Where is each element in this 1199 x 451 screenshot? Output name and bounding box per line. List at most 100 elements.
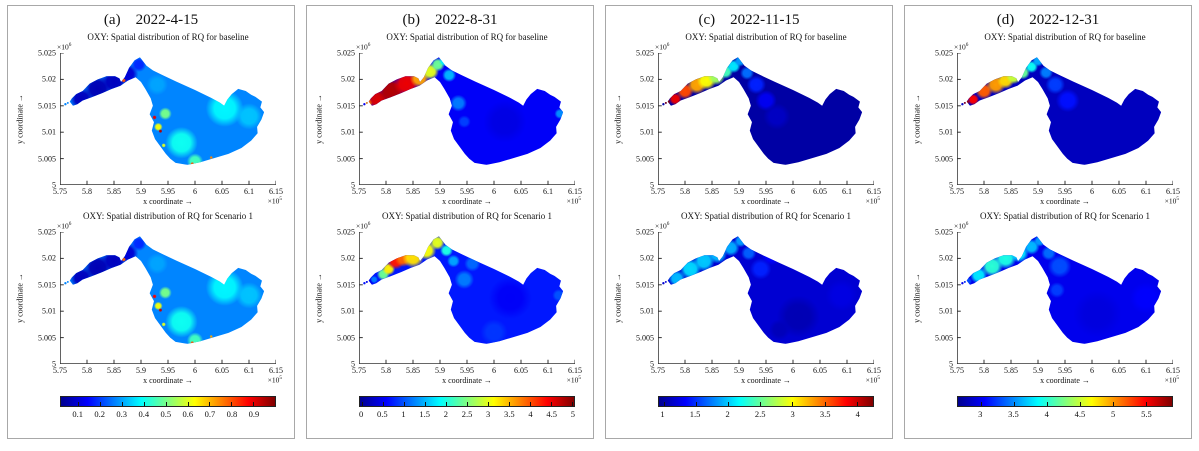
plot-area: ×106 5.025 5.02 5.015 5.01 5.005 5 y coordinate… — [16, 221, 284, 385]
x-tick-label: 6 — [791, 366, 795, 375]
x-axis-label: x coordinate → — [1040, 197, 1090, 206]
colorbar-tick-label: 5 — [1111, 409, 1116, 419]
y-tick-label: 5.005 — [935, 154, 953, 164]
x-tick-label: 5.75 — [950, 187, 964, 196]
colorbar-tick-label: 0.8 — [226, 409, 238, 419]
x-tick-label: 5.75 — [651, 366, 665, 375]
x-axis-label: x coordinate → — [442, 197, 492, 206]
panel-label: (d) — [996, 12, 1015, 28]
x-tick-label: 5.75 — [950, 366, 964, 375]
colorbar-tick — [1079, 402, 1081, 406]
colorbar-tick — [727, 402, 729, 406]
colorbar-tick — [529, 402, 531, 406]
y-axis-label: y coordinate → — [912, 273, 922, 323]
colorbar: 0 0.5 1 1.5 2 2.5 3 3.5 4 4.5 5 — [359, 396, 575, 422]
x-tick-label: 5.85 — [705, 366, 719, 375]
colorbar-tick — [383, 402, 385, 406]
x-tick-label: 5.85 — [406, 366, 420, 375]
x-tick-label: 5.9 — [734, 187, 744, 196]
plot-area: ×106 5.025 5.02 5.015 5.01 5.005 5 y coordinate… — [614, 42, 882, 206]
subplot-title: OXY: Spatial distribution of RQ for Scen… — [980, 211, 1150, 221]
x-tick-label: 5.8 — [680, 366, 690, 375]
y-tick-label: 5.02 — [42, 74, 56, 84]
x-tick-label: 5.8 — [381, 366, 391, 375]
plot-area: ×106 5.025 5.02 5.015 5.01 5.005 5 y coordinate… — [614, 221, 882, 385]
x-tick-label: 5.9 — [136, 187, 146, 196]
x-tick-label: 5.75 — [53, 366, 67, 375]
colorbar-tick-label: 0.3 — [116, 409, 128, 419]
colorbar-tick — [100, 402, 102, 406]
colorbar-tick — [487, 402, 489, 406]
x-tick-label: 6.15 — [1166, 187, 1180, 196]
plot-area: ×106 5.025 5.02 5.015 5.01 5.005 5 y coordinate… — [16, 42, 284, 206]
colorbar-tick — [663, 402, 665, 406]
y-tick-label: 5.025 — [935, 48, 953, 58]
x-axis-label: x coordinate → — [741, 197, 791, 206]
colorbar: 3 3.5 4 4.5 5 5.5 — [957, 396, 1173, 422]
x-axis-exponent: ×105 — [1164, 375, 1179, 385]
colorbar-tick — [1013, 402, 1015, 406]
y-tick-label: 5.02 — [640, 74, 654, 84]
panel-title-b: (b) 2022-8-31 — [313, 10, 587, 31]
plot-area: ×106 5.025 5.02 5.015 5.01 5.005 5 y coordinate… — [315, 42, 583, 206]
x-tick-label: 5.8 — [979, 187, 989, 196]
y-axis-label: y coordinate → — [15, 273, 25, 323]
colorbar-tick-label: 0.2 — [94, 409, 105, 419]
colorbar-tick — [695, 402, 697, 406]
colorbar-tick-label: 0.7 — [204, 409, 216, 419]
y-axis-exponent: ×106 — [954, 42, 969, 52]
y-tick-label: 5.005 — [38, 154, 56, 164]
x-tick-label: 5.75 — [53, 187, 67, 196]
colorbar-tick-label: 3.5 — [504, 409, 515, 419]
colorbar-tick — [571, 402, 573, 406]
subplot-title: OXY: Spatial distribution of RQ for Scen… — [382, 211, 552, 221]
x-axis-label: x coordinate → — [1040, 376, 1090, 385]
x-tick-label: 5.9 — [435, 366, 445, 375]
colorbar-tick-label: 1 — [401, 409, 406, 419]
colorbar-tick — [1112, 402, 1114, 406]
colorbar-tick-label: 1.5 — [419, 409, 430, 419]
x-tick-label: 6.05 — [813, 366, 827, 375]
panel-date: 2022-11-15 — [730, 12, 800, 28]
x-tick-label: 6.05 — [1112, 187, 1126, 196]
y-tick-label: 5.01 — [341, 127, 355, 137]
x-tick-label: 5.8 — [82, 366, 92, 375]
subplot-title: OXY: Spatial distribution of RQ for base… — [685, 32, 847, 42]
colorbar-tick-label: 0.5 — [376, 409, 388, 419]
y-tick-label: 5.025 — [636, 48, 654, 58]
panel-c: (c) 2022-11-15 OXY: Spatial distribution o… — [605, 5, 893, 439]
colorbar-tick — [550, 402, 552, 406]
colorbar-tick — [508, 402, 510, 406]
x-tick-label: 6 — [492, 187, 496, 196]
x-axis-exponent: ×105 — [267, 375, 282, 385]
x-tick-label: 5.95 — [161, 187, 175, 196]
x-tick-label: 6.15 — [568, 366, 582, 375]
colorbar-tick — [209, 402, 211, 406]
colorbar-tick-label: 3 — [978, 409, 983, 419]
colorbar-tick-label: 3 — [790, 409, 795, 419]
colorbar-tick-label: 2 — [725, 409, 730, 419]
y-tick-label: 5.025 — [337, 227, 355, 237]
subplot-title: OXY: Spatial distribution of RQ for base… — [386, 32, 548, 42]
colorbar-tick-label: 4.5 — [1074, 409, 1086, 419]
y-tick-label: 5.015 — [38, 101, 56, 111]
x-tick-label: 6.05 — [215, 366, 229, 375]
x-axis-label: x coordinate → — [143, 376, 193, 385]
y-tick-label: 5.015 — [636, 280, 654, 290]
colorbar-tick — [253, 402, 255, 406]
x-tick-label: 6.15 — [1166, 366, 1180, 375]
colorbar-tick — [446, 402, 448, 406]
panel-date: 2022-8-31 — [435, 12, 498, 28]
subplot-scenario1: OXY: Spatial distribution of RQ for Scen… — [14, 210, 288, 389]
colorbar-tick — [824, 402, 826, 406]
x-axis-exponent: ×105 — [865, 196, 880, 206]
y-axis-label: y coordinate → — [613, 94, 623, 144]
x-axis-exponent: ×105 — [566, 196, 581, 206]
x-tick-label: 6.05 — [215, 187, 229, 196]
y-tick-label: 5.01 — [42, 127, 56, 137]
x-tick-label: 5.85 — [1004, 187, 1018, 196]
x-axis-exponent: ×105 — [566, 375, 581, 385]
y-tick-label: 5.02 — [341, 253, 355, 263]
lake-heatmap-baseline — [957, 53, 1173, 185]
x-tick-label: 6 — [193, 366, 197, 375]
